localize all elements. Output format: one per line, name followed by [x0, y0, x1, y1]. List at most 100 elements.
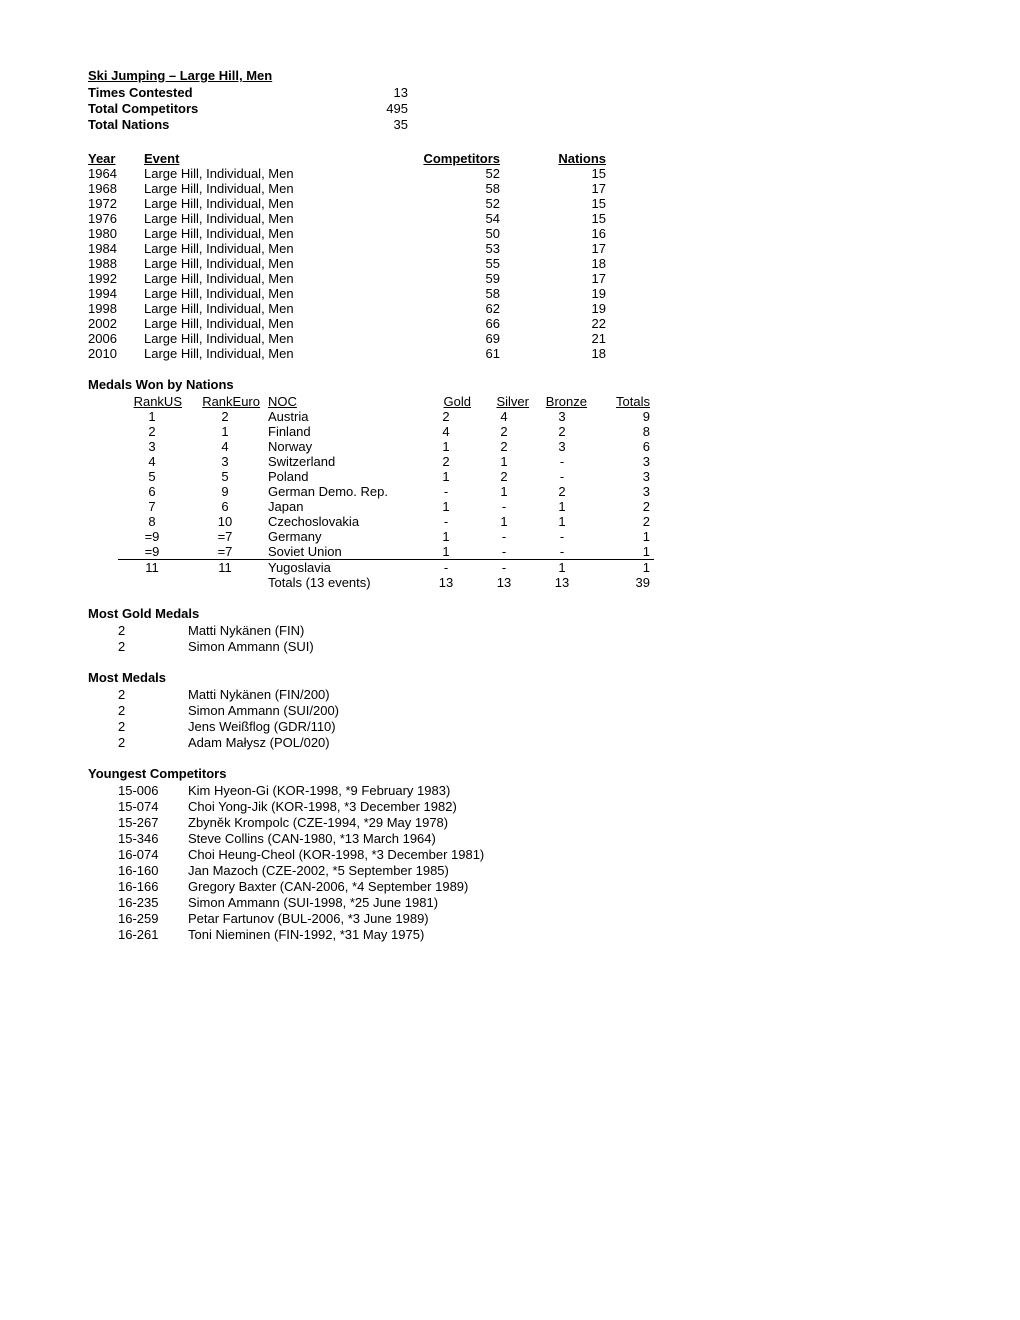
- cell-competitors: 50: [390, 226, 506, 241]
- cell-rankus: =9: [118, 529, 186, 544]
- cell-rankeuro: 11: [186, 560, 264, 576]
- cell-gold: 1: [417, 499, 475, 514]
- cell-noc: Norway: [264, 439, 417, 454]
- list-value: Simon Ammann (SUI-1998, *25 June 1981): [188, 895, 948, 910]
- list-key: 15-267: [118, 815, 188, 830]
- cell-total: 9: [591, 409, 654, 424]
- table-row: 1984Large Hill, Individual, Men5317: [88, 241, 612, 256]
- cell-noc: Soviet Union: [264, 544, 417, 560]
- cell-year: 1998: [88, 301, 144, 316]
- col-totals: Totals: [591, 394, 654, 409]
- cell-event: Large Hill, Individual, Men: [144, 226, 390, 241]
- cell-total: 1: [591, 560, 654, 576]
- list-key: 15-074: [118, 799, 188, 814]
- totals-total: 39: [591, 575, 654, 590]
- cell-rankeuro: 5: [186, 469, 264, 484]
- table-row: 34Norway1236: [118, 439, 654, 454]
- table-row: 1980Large Hill, Individual, Men5016: [88, 226, 612, 241]
- cell-year: 1972: [88, 196, 144, 211]
- cell-noc: Austria: [264, 409, 417, 424]
- cell-year: 1980: [88, 226, 144, 241]
- totals-bronze: 13: [533, 575, 591, 590]
- summary-label: Total Nations: [88, 117, 348, 132]
- list-item: 2Matti Nykänen (FIN/200): [118, 687, 948, 702]
- cell-silver: 2: [475, 439, 533, 454]
- list-value: Zbyněk Krompolc (CZE-1994, *29 May 1978): [188, 815, 948, 830]
- list-value: Toni Nieminen (FIN-1992, *31 May 1975): [188, 927, 948, 942]
- cell-rankus: 4: [118, 454, 186, 469]
- cell-rankeuro: 10: [186, 514, 264, 529]
- table-row: 2006Large Hill, Individual, Men6921: [88, 331, 612, 346]
- cell-rankus: 11: [118, 560, 186, 576]
- table-row: 1988Large Hill, Individual, Men5518: [88, 256, 612, 271]
- cell-rankeuro: 9: [186, 484, 264, 499]
- cell-silver: 2: [475, 469, 533, 484]
- col-competitors: Competitors: [390, 151, 506, 166]
- cell-bronze: 1: [533, 560, 591, 576]
- cell-noc: Czechoslovakia: [264, 514, 417, 529]
- list-item: 2Matti Nykänen (FIN): [118, 623, 948, 638]
- table-row: 810Czechoslovakia-112: [118, 514, 654, 529]
- cell-competitors: 58: [390, 181, 506, 196]
- cell-nations: 15: [506, 211, 612, 226]
- cell-event: Large Hill, Individual, Men: [144, 196, 390, 211]
- table-row: 1976Large Hill, Individual, Men5415: [88, 211, 612, 226]
- cell-rankeuro: 1: [186, 424, 264, 439]
- cell-event: Large Hill, Individual, Men: [144, 211, 390, 226]
- cell-silver: 2: [475, 424, 533, 439]
- cell-silver: 1: [475, 514, 533, 529]
- cell-bronze: 2: [533, 484, 591, 499]
- cell-event: Large Hill, Individual, Men: [144, 331, 390, 346]
- cell-year: 1964: [88, 166, 144, 181]
- cell-year: 1994: [88, 286, 144, 301]
- cell-bronze: 3: [533, 439, 591, 454]
- cell-competitors: 53: [390, 241, 506, 256]
- cell-bronze: -: [533, 469, 591, 484]
- cell-silver: -: [475, 544, 533, 560]
- medals-table: RankUS RankEuro NOC Gold Silver Bronze T…: [118, 394, 654, 590]
- list-value: Choi Heung-Cheol (KOR-1998, *3 December …: [188, 847, 948, 862]
- totals-label: Totals (13 events): [264, 575, 417, 590]
- list-value: Adam Małysz (POL/020): [188, 735, 948, 750]
- list-key: 2: [118, 703, 188, 718]
- cell-gold: 2: [417, 409, 475, 424]
- cell-event: Large Hill, Individual, Men: [144, 316, 390, 331]
- cell-competitors: 54: [390, 211, 506, 226]
- events-table: Year Event Competitors Nations 1964Large…: [88, 151, 612, 361]
- cell-nations: 16: [506, 226, 612, 241]
- cell-year: 2010: [88, 346, 144, 361]
- table-row: 2002Large Hill, Individual, Men6622: [88, 316, 612, 331]
- col-silver: Silver: [475, 394, 533, 409]
- cell-nations: 19: [506, 286, 612, 301]
- cell-event: Large Hill, Individual, Men: [144, 286, 390, 301]
- summary-value: 35: [348, 117, 408, 132]
- table-row: 1111Yugoslavia--11: [118, 560, 654, 576]
- cell-competitors: 61: [390, 346, 506, 361]
- cell-event: Large Hill, Individual, Men: [144, 181, 390, 196]
- cell-gold: -: [417, 514, 475, 529]
- table-row: 1964Large Hill, Individual, Men5215: [88, 166, 612, 181]
- col-rankus: RankUS: [118, 394, 186, 409]
- cell-event: Large Hill, Individual, Men: [144, 256, 390, 271]
- list-key: 2: [118, 719, 188, 734]
- cell-gold: -: [417, 484, 475, 499]
- table-row: 69German Demo. Rep.-123: [118, 484, 654, 499]
- cell-nations: 18: [506, 346, 612, 361]
- cell-rankus: 1: [118, 409, 186, 424]
- cell-rankeuro: 2: [186, 409, 264, 424]
- cell-total: 3: [591, 484, 654, 499]
- table-row: 1968Large Hill, Individual, Men5817: [88, 181, 612, 196]
- cell-rankeuro: 6: [186, 499, 264, 514]
- cell-noc: German Demo. Rep.: [264, 484, 417, 499]
- cell-nations: 21: [506, 331, 612, 346]
- list-key: 2: [118, 639, 188, 654]
- col-bronze: Bronze: [533, 394, 591, 409]
- table-row: =9=7Soviet Union1--1: [118, 544, 654, 560]
- list-item: 16-259Petar Fartunov (BUL-2006, *3 June …: [118, 911, 948, 926]
- cell-rankus: 8: [118, 514, 186, 529]
- totals-row: Totals (13 events)13131339: [118, 575, 654, 590]
- cell-rankus: =9: [118, 544, 186, 560]
- cell-gold: 1: [417, 529, 475, 544]
- cell-silver: -: [475, 499, 533, 514]
- totals-gold: 13: [417, 575, 475, 590]
